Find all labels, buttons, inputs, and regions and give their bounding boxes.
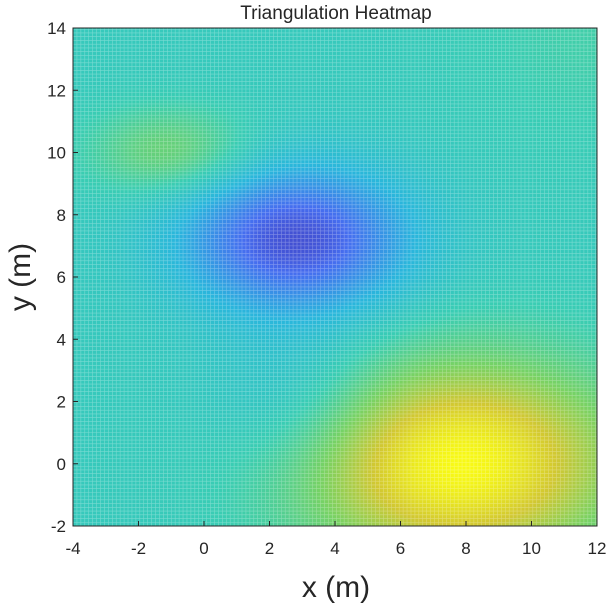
- x-tick-label: 10: [522, 539, 541, 558]
- y-tick-label: 10: [47, 144, 66, 163]
- x-tick-label: -4: [65, 539, 80, 558]
- y-tick-label: 0: [57, 455, 66, 474]
- x-tick-label: 6: [396, 539, 405, 558]
- y-tick-label: 4: [57, 330, 66, 349]
- y-tick-label: 14: [47, 19, 66, 38]
- x-axis: -4 -2 0 2 4 6 8 10 12: [65, 521, 606, 558]
- y-tick-label: 8: [57, 206, 66, 225]
- y-axis: -2 0 2 4 6 8 10 12 14: [47, 19, 78, 536]
- y-axis-label: y (m): [4, 243, 37, 311]
- heatmap-surface: [73, 28, 597, 526]
- plot-area: [72, 27, 598, 527]
- y-tick-label: -2: [51, 517, 66, 536]
- x-tick-label: 4: [330, 539, 339, 558]
- y-tick-label: 12: [47, 81, 66, 100]
- x-axis-label: x (m): [302, 571, 370, 604]
- x-tick-label: 0: [199, 539, 208, 558]
- x-tick-label: 2: [265, 539, 274, 558]
- y-tick-label: 6: [57, 268, 66, 287]
- x-tick-label: 8: [461, 539, 470, 558]
- chart-title: Triangulation Heatmap: [240, 3, 432, 24]
- x-tick-label: 12: [588, 539, 607, 558]
- y-tick-label: 2: [57, 393, 66, 412]
- x-tick-label: -2: [131, 539, 146, 558]
